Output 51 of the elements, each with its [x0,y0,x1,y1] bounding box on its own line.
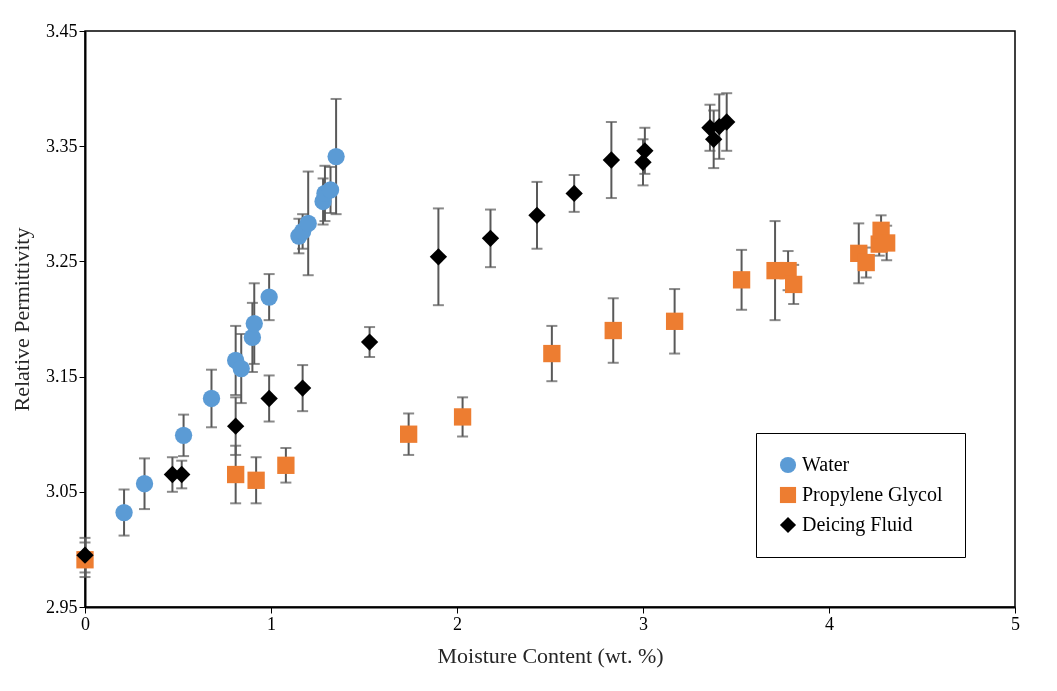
point [202,389,221,408]
point [857,253,875,272]
point [360,333,379,351]
point [321,181,340,199]
y-tick-label: 2.95 [46,596,78,617]
point [245,314,263,333]
point [565,184,583,203]
point [602,151,621,169]
point [429,248,448,266]
x-tick-label: 3 [639,613,648,634]
y-tick-label: 3.25 [46,250,78,271]
point [705,130,723,148]
point [135,475,154,493]
point [247,471,265,489]
point [76,546,94,564]
point [174,426,193,444]
point [665,312,684,330]
point [232,359,250,378]
point [260,389,278,408]
point [227,465,245,484]
point [604,321,622,340]
point [718,113,736,131]
point [327,147,345,166]
point [115,503,133,522]
point [299,214,317,233]
point [260,288,278,306]
x-tick-label: 1 [267,613,276,634]
point [636,142,654,160]
point [543,344,561,363]
legend-label: Deicing Fluid [802,513,913,536]
x-tick-label: 2 [453,613,462,634]
point [399,425,418,443]
y-tick-label: 3.35 [46,135,78,156]
point [293,379,312,397]
point [528,206,546,224]
x-tick-label: 0 [81,613,90,634]
legend-label: Propylene Glycol [802,483,943,506]
point [732,271,751,289]
y-tick-label: 3.05 [46,481,78,502]
y-tick-label: 3.15 [46,366,78,387]
y-axis-title: Relative Permittivity [9,227,34,412]
point [481,229,500,248]
point [785,275,803,294]
legend-label: Water [802,453,850,475]
y-tick-label: 3.45 [46,20,78,41]
x-axis-title: Moisture Content (wt. %) [437,642,664,668]
point [277,456,295,474]
x-tick-label: 5 [1011,613,1020,634]
point [227,417,245,435]
point [453,408,472,426]
x-tick-label: 4 [825,613,834,634]
